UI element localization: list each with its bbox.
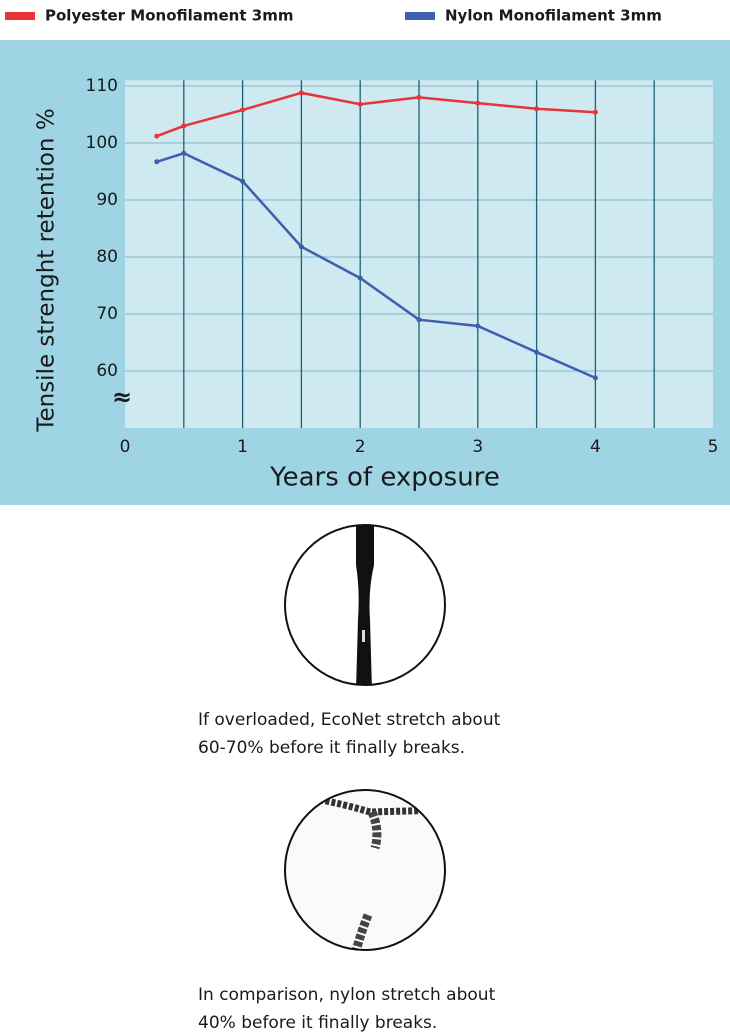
data-point [416,94,422,100]
axis-break: ≈ [112,383,132,411]
legend-label: Polyester Monofilament 3mm [45,7,293,25]
y-tick-label: 70 [96,304,118,324]
data-point [416,317,422,323]
data-point [240,107,246,113]
x-tick-label: 3 [472,437,483,457]
photo-2 [284,789,446,951]
legend-swatch [405,12,435,20]
y-axis-label: Tensile strenght retention % [34,108,60,432]
data-point [357,101,363,107]
caption-line: If overloaded, EcoNet stretch about [198,710,501,730]
data-point [181,150,187,156]
data-point [298,244,304,250]
data-point [475,100,481,106]
x-tick-label: 2 [355,437,366,457]
y-tick-label: 90 [96,190,118,210]
x-tick-label: 1 [237,437,248,457]
x-tick-label: 0 [120,437,131,457]
data-point [154,133,160,139]
y-tick-label: 110 [86,76,118,96]
data-point [592,109,598,115]
caption-line: In comparison, nylon stretch about [198,985,496,1005]
x-tick-label: 5 [708,437,719,457]
y-tick-label: 80 [96,247,118,267]
y-tick-label: 100 [86,133,118,153]
data-point [592,375,598,381]
data-point [534,349,540,355]
legend-label: Nylon Monofilament 3mm [445,7,662,25]
photo-1 [284,524,446,686]
data-point [181,123,187,129]
data-point [475,323,481,329]
data-point [298,90,304,96]
y-tick-label: 60 [96,361,118,381]
x-tick-label: 4 [590,437,601,457]
data-point [534,106,540,112]
legend-swatch [5,12,35,20]
caption-line: 60-70% before it finally breaks. [198,738,465,758]
caption-line: 40% before it finally breaks. [198,1013,437,1033]
data-point [357,275,363,281]
data-point [154,159,160,165]
x-axis-label: Years of exposure [269,463,500,493]
chart: 60 70 80 90 100 110 0 1 2 3 4 5 ≈ Years of exposure Te… [5,7,718,493]
data-point [240,178,246,184]
